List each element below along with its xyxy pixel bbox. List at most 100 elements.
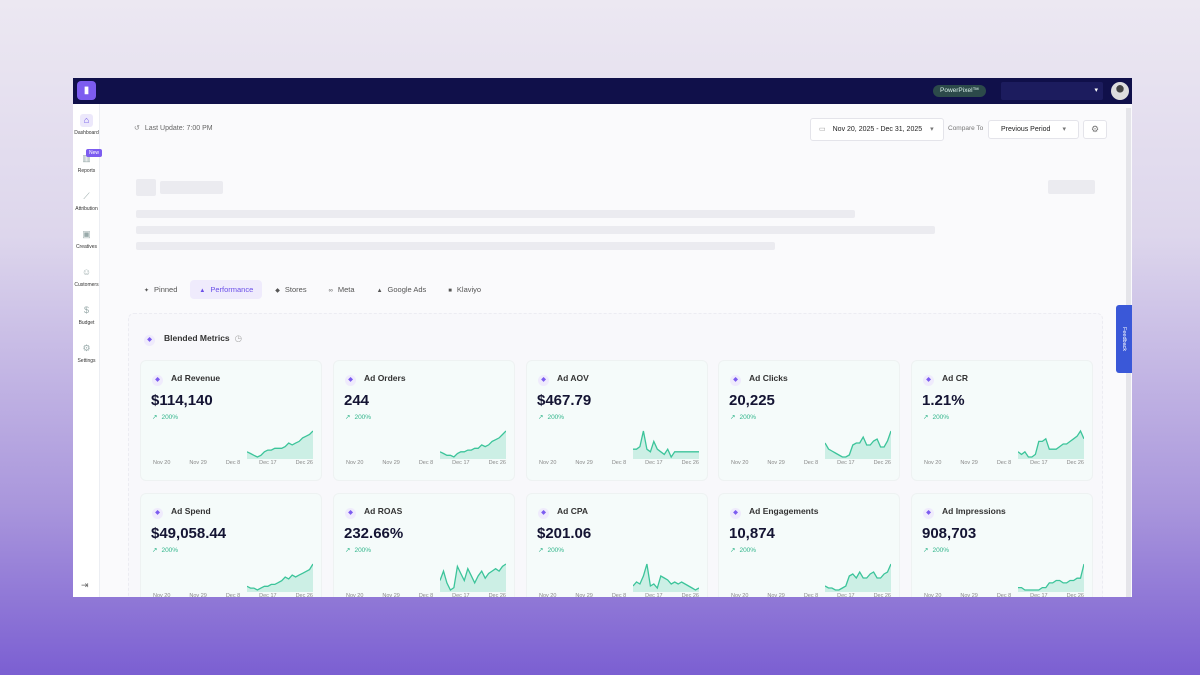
metric-change: ↗ 200% bbox=[730, 413, 756, 421]
metric-value: 232.66% bbox=[344, 525, 404, 542]
sidebar-item-attribution[interactable]: ⟋ Attribution bbox=[73, 190, 100, 212]
x-tick-label: Nov 20 bbox=[731, 460, 749, 466]
date-range-picker[interactable]: ▭ Nov 20, 2025 - Dec 31, 2025 ▾ bbox=[810, 118, 944, 141]
app-logo[interactable]: ▮ bbox=[77, 81, 96, 100]
feedback-button[interactable]: Feedback bbox=[1116, 305, 1132, 373]
metric-title-text: Ad AOV bbox=[557, 373, 589, 383]
metric-title-text: Ad Spend bbox=[171, 506, 211, 516]
x-tick-label: Dec 8 bbox=[418, 460, 434, 466]
account-selector[interactable]: ▾ bbox=[1001, 82, 1103, 100]
tab-performance[interactable]: ▲ Performance bbox=[190, 280, 263, 299]
trend-up-icon: ↗ bbox=[923, 414, 929, 421]
sidebar-item-settings[interactable]: ⚙ Settings bbox=[73, 342, 100, 364]
metric-value: $467.79 bbox=[537, 392, 592, 409]
sparkline-line bbox=[633, 563, 699, 591]
sparkline-area bbox=[440, 431, 506, 459]
x-tick-label: Nov 20 bbox=[924, 593, 942, 597]
sparkline-line bbox=[440, 430, 506, 458]
x-tick-label: Dec 26 bbox=[488, 460, 506, 466]
trend-up-icon: ↗ bbox=[538, 414, 544, 421]
customers-icon: ☺ bbox=[81, 267, 92, 277]
x-tick-label: Dec 17 bbox=[1030, 460, 1048, 466]
metric-value: $114,140 bbox=[151, 392, 213, 409]
sidebar-item-creatives[interactable]: ▣ Creatives bbox=[73, 228, 100, 250]
metric-icon: ◆ bbox=[345, 508, 356, 519]
tab-stores[interactable]: ◆ Stores bbox=[266, 280, 315, 299]
metric-value: 1.21% bbox=[922, 392, 965, 409]
app-window: ▮ PowerPixel™ ▾ ⌂ Dashboard ▥ Reports New ⟋ At… bbox=[73, 78, 1132, 597]
trend-up-icon: ↗ bbox=[345, 414, 351, 421]
metric-change: ↗ 200% bbox=[730, 546, 756, 554]
x-axis: Nov 20 Nov 29 Dec 8 Dec 17 Dec 26 bbox=[346, 460, 506, 466]
trend-up-icon: ↗ bbox=[538, 547, 544, 554]
x-tick-label: Nov 20 bbox=[153, 593, 171, 597]
clock-icon[interactable]: ◷ bbox=[234, 333, 243, 343]
sidebar-item-dashboard[interactable]: ⌂ Dashboard bbox=[73, 114, 100, 136]
metric-card-ad-impressions[interactable]: ◆ Ad Impressions 908,703 ↗ 200% Nov 20 Nov … bbox=[911, 493, 1093, 597]
metric-card-ad-orders[interactable]: ◆ Ad Orders 244 ↗ 200% Nov 20 Nov 29 Dec 8 De… bbox=[333, 360, 515, 481]
metric-card-ad-engagements[interactable]: ◆ Ad Engagements 10,874 ↗ 200% Nov 20 Nov 2… bbox=[718, 493, 900, 597]
tab-klaviyo[interactable]: ■ Klaviyo bbox=[439, 280, 490, 299]
history-icon: ↺ bbox=[134, 125, 140, 132]
metric-icon: ◆ bbox=[152, 375, 163, 386]
metric-card-ad-aov[interactable]: ◆ Ad AOV $467.79 ↗ 200% Nov 20 Nov 29 Dec 8 D… bbox=[526, 360, 708, 481]
x-axis: Nov 20 Nov 29 Dec 8 Dec 17 Dec 26 bbox=[539, 460, 699, 466]
compare-select[interactable]: Previous Period ▾ bbox=[988, 120, 1079, 139]
trend-up-icon: ↗ bbox=[730, 414, 736, 421]
metric-card-ad-spend[interactable]: ◆ Ad Spend $49,058.44 ↗ 200% Nov 20 Nov 29 D… bbox=[140, 493, 322, 597]
sparkline-area bbox=[247, 431, 313, 459]
x-tick-label: Dec 17 bbox=[259, 593, 277, 597]
change-text: 200% bbox=[547, 414, 565, 421]
sparkline-line bbox=[247, 430, 313, 458]
x-tick-label: Dec 17 bbox=[837, 593, 855, 597]
metric-title: ◆ Ad CR bbox=[923, 373, 968, 386]
x-tick-label: Dec 17 bbox=[259, 460, 277, 466]
x-tick-label: Dec 17 bbox=[645, 593, 663, 597]
x-tick-label: Nov 29 bbox=[767, 593, 785, 597]
metric-card-ad-roas[interactable]: ◆ Ad ROAS 232.66% ↗ 200% Nov 20 Nov 29 Dec 8… bbox=[333, 493, 515, 597]
x-axis: Nov 20 Nov 29 Dec 8 Dec 17 Dec 26 bbox=[539, 593, 699, 597]
metric-value: 908,703 bbox=[922, 525, 977, 542]
logout-icon[interactable]: ⇥ bbox=[81, 580, 89, 590]
x-tick-label: Nov 29 bbox=[382, 460, 400, 466]
calendar-icon: ▭ bbox=[819, 126, 826, 133]
tab-label: Google Ads bbox=[387, 285, 427, 294]
powerpixel-badge[interactable]: PowerPixel™ bbox=[933, 85, 987, 97]
sidebar-item-reports[interactable]: ▥ Reports bbox=[73, 152, 100, 174]
sidebar-item-customers[interactable]: ☺ Customers bbox=[73, 266, 100, 288]
sidebar-item-budget[interactable]: $ Budget bbox=[73, 304, 100, 326]
tab-google-ads[interactable]: ▲ Google Ads bbox=[368, 280, 436, 299]
sidebar-item-label: Creatives bbox=[75, 244, 98, 250]
last-update: ↺ Last Update: 7:00 PM bbox=[134, 124, 213, 132]
sparkline bbox=[633, 563, 699, 592]
compare-value: Previous Period bbox=[1001, 126, 1051, 133]
reports-icon: ▥ bbox=[82, 153, 91, 163]
tab-icon: ■ bbox=[448, 288, 452, 294]
metric-card-ad-clicks[interactable]: ◆ Ad Clicks 20,225 ↗ 200% Nov 20 Nov 29 Dec … bbox=[718, 360, 900, 481]
sparkline bbox=[1018, 563, 1084, 592]
settings-button[interactable]: ⚙ bbox=[1083, 120, 1107, 139]
change-text: 200% bbox=[161, 414, 179, 421]
sidebar-item-label: Attribution bbox=[75, 206, 98, 212]
x-tick-label: Nov 29 bbox=[575, 460, 593, 466]
metric-icon: ◆ bbox=[923, 508, 934, 519]
metric-icon: ◆ bbox=[730, 508, 741, 519]
metric-card-ad-revenue[interactable]: ◆ Ad Revenue $114,140 ↗ 200% Nov 20 Nov 29 D… bbox=[140, 360, 322, 481]
sparkline-line bbox=[247, 563, 313, 591]
tab-pinned[interactable]: ✦ Pinned bbox=[135, 280, 186, 299]
x-tick-label: Dec 17 bbox=[645, 460, 663, 466]
tab-meta[interactable]: ∞ Meta bbox=[320, 280, 364, 299]
x-tick-label: Dec 26 bbox=[295, 593, 313, 597]
metric-value: 244 bbox=[344, 392, 370, 409]
x-axis: Nov 20 Nov 29 Dec 8 Dec 17 Dec 26 bbox=[731, 593, 891, 597]
metric-card-ad-cpa[interactable]: ◆ Ad CPA $201.06 ↗ 200% Nov 20 Nov 29 Dec 8 D… bbox=[526, 493, 708, 597]
tab-icon: ✦ bbox=[144, 288, 150, 294]
chevron-down-icon: ▾ bbox=[1094, 87, 1098, 94]
tab-label: Performance bbox=[210, 285, 254, 294]
metric-card-ad-cr[interactable]: ◆ Ad CR 1.21% ↗ 200% Nov 20 Nov 29 Dec 8 Dec … bbox=[911, 360, 1093, 481]
x-tick-label: Nov 29 bbox=[960, 460, 978, 466]
metric-change: ↗ 200% bbox=[345, 546, 371, 554]
metric-title: ◆ Ad AOV bbox=[538, 373, 589, 386]
metric-title: ◆ Ad Engagements bbox=[730, 506, 818, 519]
avatar[interactable] bbox=[1111, 82, 1129, 100]
